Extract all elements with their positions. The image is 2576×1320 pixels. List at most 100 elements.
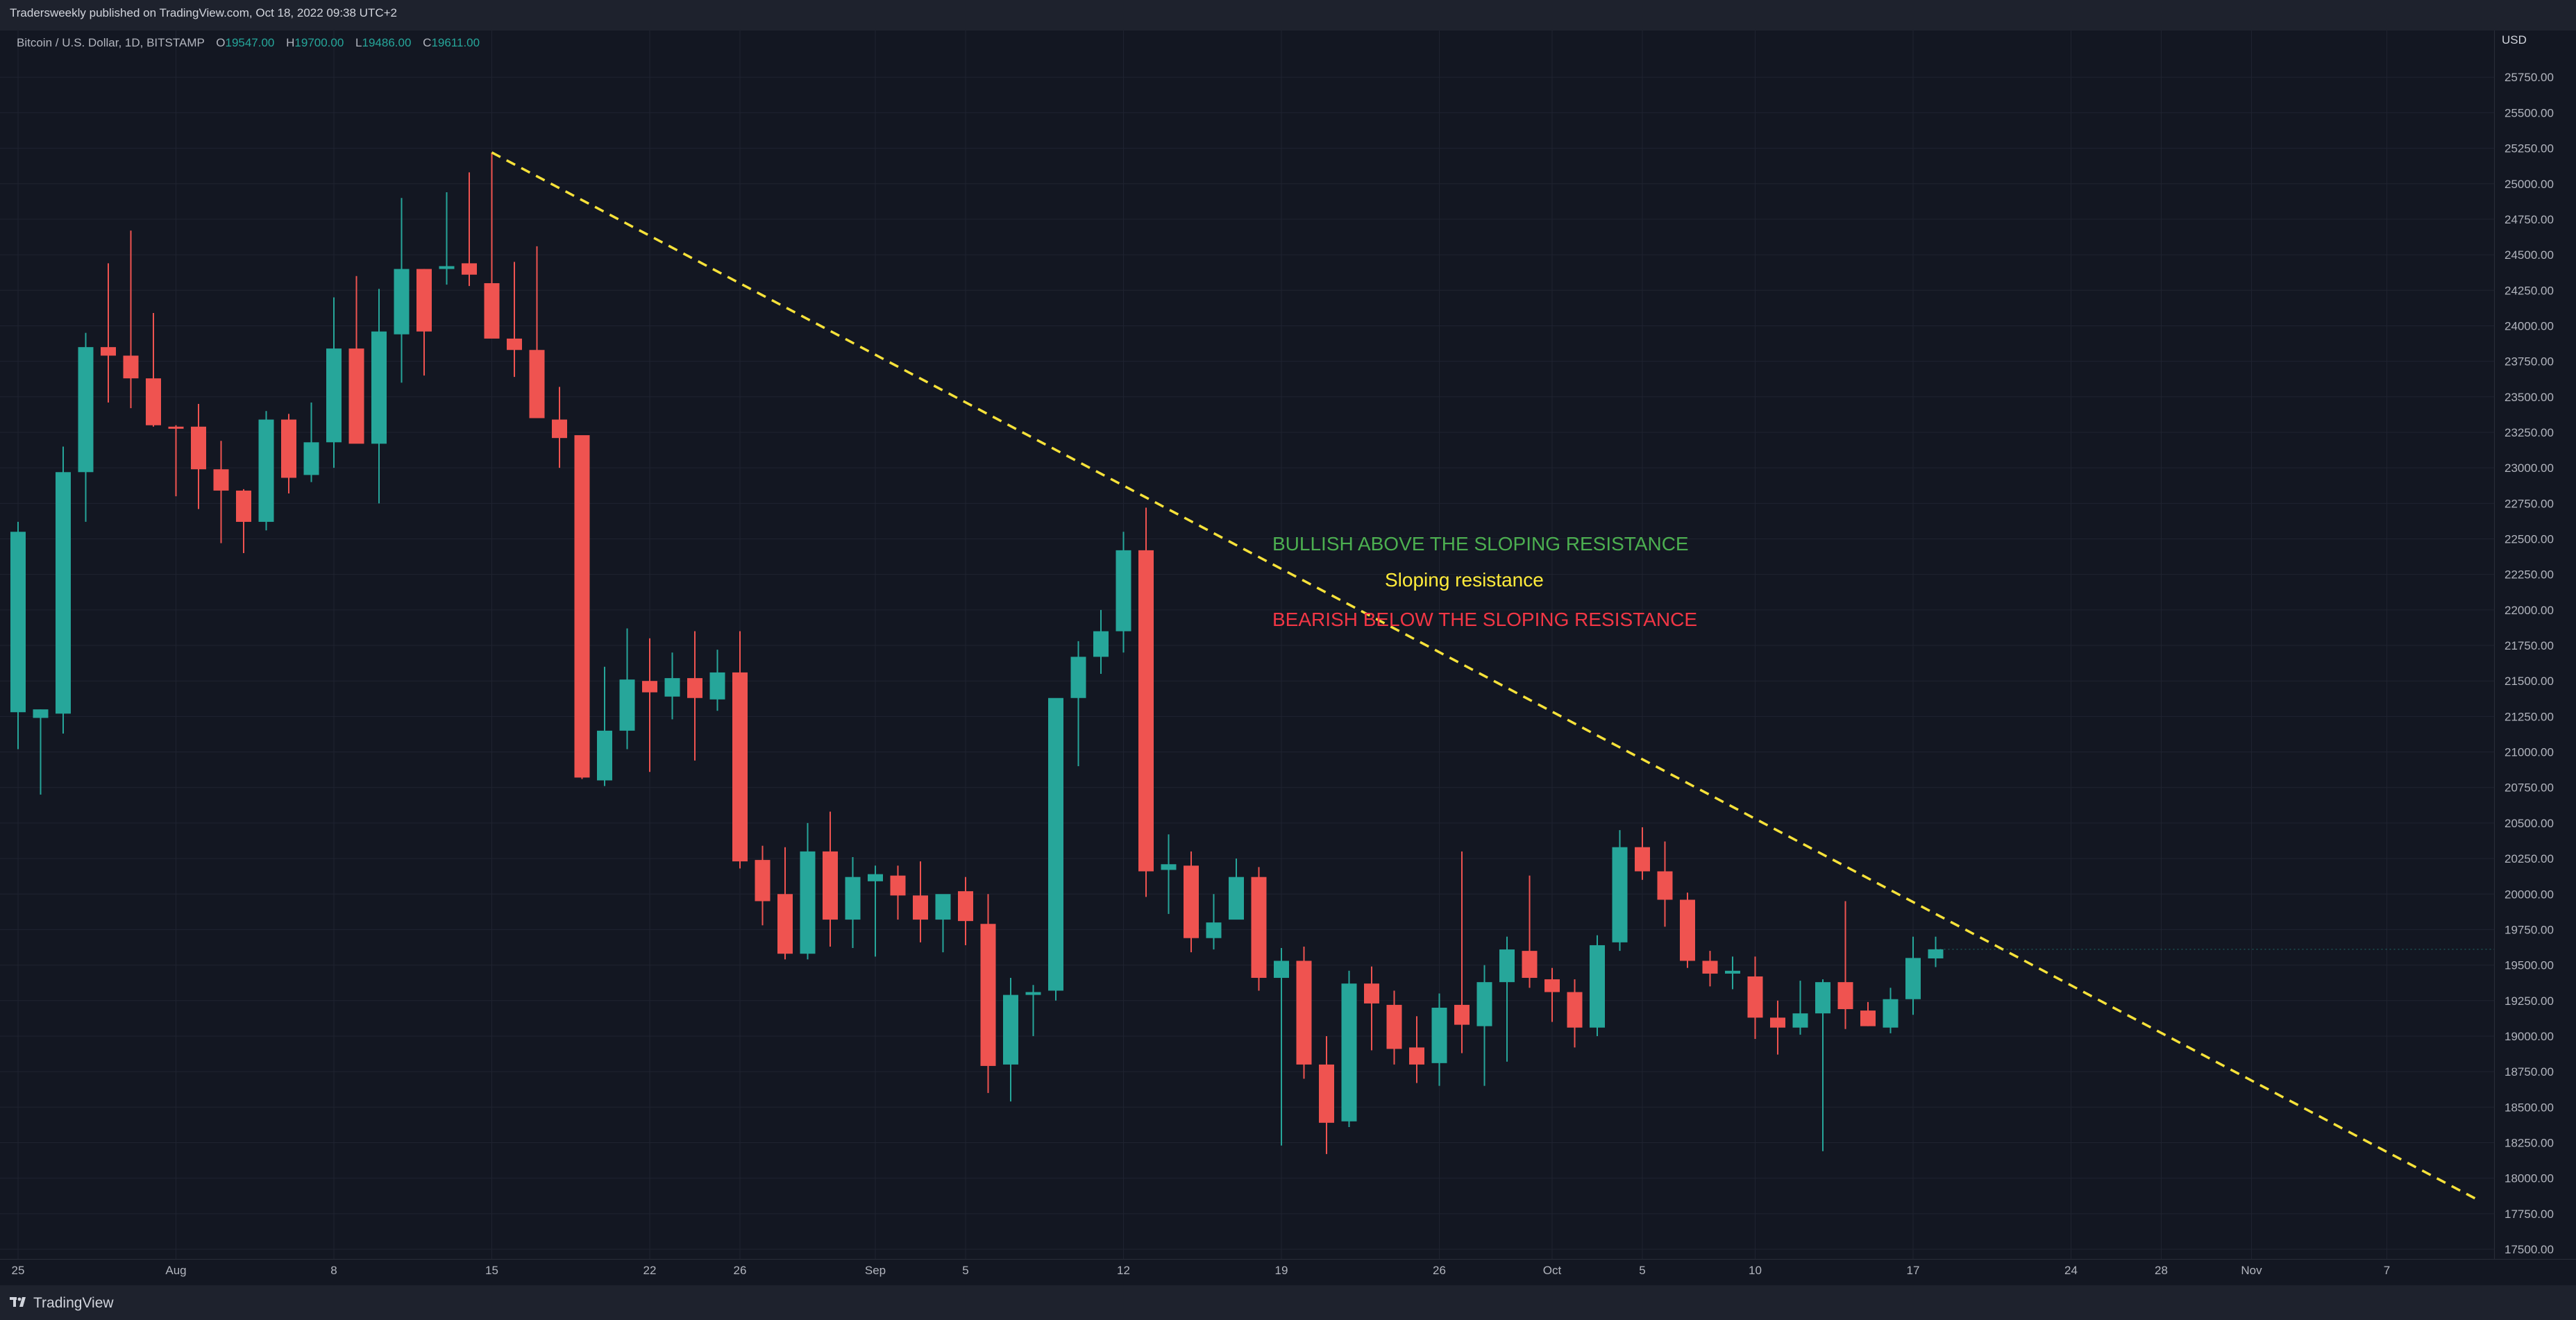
candle-body [33,709,49,718]
high-value: 19700.00 [294,36,344,49]
y-tick-label: 23500.00 [2505,391,2554,404]
x-tick-label: 26 [734,1264,747,1277]
candle-body [439,266,455,269]
candle-body [687,678,702,698]
candle-body [755,860,771,902]
sloping-resistance-annotation[interactable]: Sloping resistance [1385,569,1544,591]
y-tick-label: 25750.00 [2505,71,2554,84]
candle-body [574,435,590,778]
y-tick-label: 25500.00 [2505,106,2554,119]
candle-body [1725,970,1740,974]
candle-body [1274,961,1289,979]
chart-area[interactable] [0,31,2494,1259]
candle-body [1657,871,1673,900]
y-tick-label: 18750.00 [2505,1065,2554,1078]
sloping-resistance-line [491,151,2478,1201]
candle-body [1184,865,1199,938]
low-value: 19486.00 [362,36,412,49]
candle-body [642,681,657,693]
price-axis[interactable] [2494,31,2576,1259]
candle-body [1567,992,1583,1028]
x-tick-label: 5 [962,1264,968,1277]
candle-body [1341,983,1357,1122]
candle-body [484,283,500,339]
y-tick-label: 24000.00 [2505,319,2554,332]
candle-body [1635,847,1650,872]
candle-body [1229,877,1244,920]
time-axis[interactable] [0,1259,2576,1286]
y-tick-label: 23750.00 [2505,355,2554,369]
candle-body [1364,983,1379,1004]
candle-body [890,875,906,896]
candle-body [597,730,612,781]
y-tick-label: 21250.00 [2505,710,2554,723]
candle-body [800,851,816,954]
candle-body [1860,1010,1876,1026]
candle-body [1815,982,1830,1014]
open-value: 19547.00 [225,36,275,49]
candle-body [10,532,26,713]
candle-body [123,355,139,379]
candle-body [1680,899,1695,961]
candle-body [1792,1013,1808,1028]
candle-body [1003,995,1018,1065]
y-tick-label: 21000.00 [2505,746,2554,759]
candle-body [935,894,951,920]
candle-body [1161,864,1177,870]
candle-body [823,851,838,920]
y-tick-label: 22000.00 [2505,604,2554,617]
candle-body [56,472,71,714]
candle-body [416,269,432,332]
candle-body [1138,550,1154,872]
candle-body [1093,631,1109,657]
y-tick-label: 18000.00 [2505,1172,2554,1185]
candle-body [958,891,973,922]
y-tick-label: 18250.00 [2505,1136,2554,1149]
y-tick-label: 22250.00 [2505,568,2554,582]
candle-body [1928,949,1944,958]
candle-body [1386,1004,1402,1049]
candle-body [777,894,793,954]
high-label: H [286,36,295,49]
y-tick-label: 17500.00 [2505,1243,2554,1256]
y-tick-label: 23250.00 [2505,426,2554,439]
candle-body [1747,976,1763,1018]
candle-body [168,426,184,429]
x-tick-label: 12 [1117,1264,1130,1277]
candle-body [78,347,94,473]
candle-body [619,679,635,731]
candle-body [845,877,861,920]
candle-body [1431,1008,1447,1063]
candle-body [371,331,387,444]
candle-body [664,678,680,697]
candle-body [101,347,116,356]
bullish-annotation[interactable]: BULLISH ABOVE THE SLOPING RESISTANCE [1272,533,1689,555]
candle-body [732,672,748,862]
x-tick-label: 22 [643,1264,657,1277]
x-tick-label: 26 [1433,1264,1446,1277]
x-tick-label: 17 [1907,1264,1920,1277]
open-label: O [216,36,226,49]
candle-body [236,490,251,522]
candle-body [1544,979,1560,992]
y-tick-label: 21750.00 [2505,639,2554,652]
candle-body [1409,1047,1424,1065]
low-label: L [355,36,362,49]
candle-body [303,442,319,475]
x-tick-label: 5 [1639,1264,1645,1277]
candle-body [326,348,342,443]
ohlc-legend: Bitcoin / U.S. Dollar, 1D, BITSTAMP O195… [17,36,480,50]
x-tick-label: 10 [1749,1264,1762,1277]
y-tick-label: 20500.00 [2505,817,2554,830]
candle-body [507,338,522,350]
candle-body [191,426,206,470]
x-tick-label: 24 [2064,1264,2078,1277]
candle-body [1319,1064,1334,1123]
symbol-name: Bitcoin / U.S. Dollar, 1D, BITSTAMP [17,36,205,49]
candle-body [1612,847,1628,942]
candle-body [394,269,410,335]
bearish-annotation[interactable]: BEARISH BELOW THE SLOPING RESISTANCE [1272,609,1697,630]
candle-body [1206,922,1222,938]
y-tick-label: 24250.00 [2505,284,2554,297]
